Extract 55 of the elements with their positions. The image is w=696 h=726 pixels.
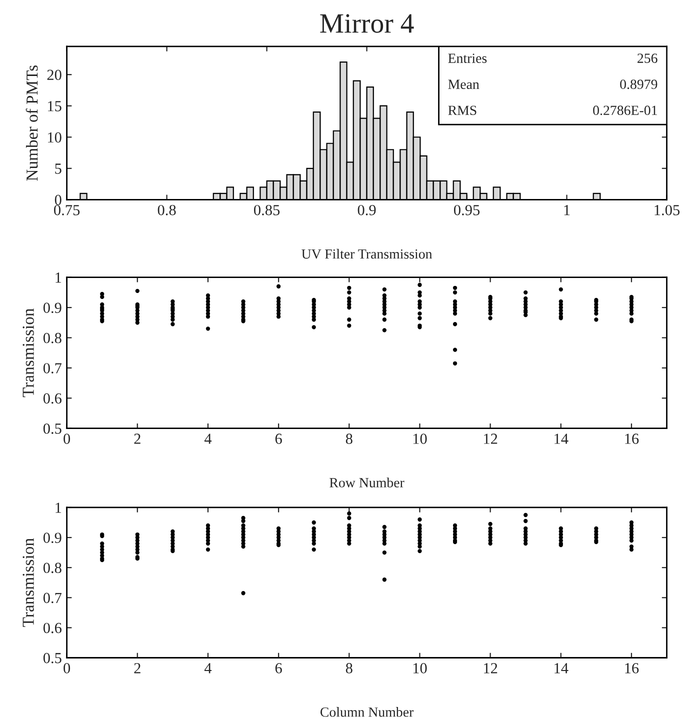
x-tick-label: 1 <box>564 205 570 216</box>
x-axis-title: Row Number <box>330 478 404 488</box>
y-tick-label: 5 <box>55 164 62 174</box>
x-tick-label: 12 <box>484 663 498 674</box>
y-tick-label: 0.5 <box>43 423 62 434</box>
y-tick-label: 0.9 <box>43 302 62 314</box>
y-tick-label: 15 <box>48 101 62 112</box>
x-tick-label: 0.8 <box>158 204 176 216</box>
x-tick-label: 8 <box>346 434 352 444</box>
x-tick-label: 0.75 <box>54 204 80 216</box>
y-axis-title: Transmission <box>22 308 34 398</box>
x-tick-label: 0.95 <box>454 204 480 216</box>
annotation: 0.2786E-01 <box>593 106 657 116</box>
annotation: Mean <box>448 80 480 90</box>
y-axis-title: Number of PMTs <box>26 65 38 181</box>
annotation: RMS <box>448 106 476 116</box>
y-tick-label: 0.8 <box>43 562 62 574</box>
x-tick-label: 6 <box>275 434 282 444</box>
x-tick-label: 12 <box>484 434 498 444</box>
x-axis-title: Column Number <box>320 707 414 717</box>
x-tick-label: 10 <box>413 663 427 674</box>
annotation: Entries <box>448 54 487 63</box>
annotation: 0.8979 <box>620 80 658 90</box>
chart-title: Mirror 4 <box>320 14 414 33</box>
x-tick-label: 14 <box>554 434 568 444</box>
y-tick-label: 20 <box>47 70 62 80</box>
x-tick-label: 2 <box>134 434 140 444</box>
x-tick-label: 16 <box>625 663 639 674</box>
y-tick-label: 0.6 <box>43 393 62 404</box>
x-tick-label: 10 <box>413 434 427 444</box>
x-tick-label: 16 <box>625 434 639 444</box>
y-tick-label: 0.9 <box>43 532 62 544</box>
x-tick-label: 4 <box>204 663 212 674</box>
x-tick-label: 0.85 <box>254 204 280 216</box>
x-tick-label: 0.9 <box>358 204 376 216</box>
x-tick-label: 6 <box>275 663 282 674</box>
y-axis-title: Transmission <box>22 538 34 627</box>
x-tick-label: 2 <box>134 663 140 674</box>
x-tick-label: 4 <box>204 434 212 444</box>
y-tick-label: 10 <box>48 132 62 143</box>
y-tick-label: 1 <box>56 272 62 283</box>
y-tick-label: 0 <box>54 194 62 206</box>
x-tick-label: 8 <box>346 663 352 674</box>
y-tick-label: 0.7 <box>43 363 62 374</box>
y-tick-label: 0.5 <box>43 652 62 664</box>
x-tick-label: 1.05 <box>654 204 680 216</box>
x-tick-label: 14 <box>554 663 568 674</box>
y-tick-label: 0.6 <box>43 622 62 634</box>
y-tick-label: 0.7 <box>43 592 62 604</box>
x-axis-title: UV Filter Transmission <box>302 248 432 259</box>
x-tick-label: 0 <box>64 434 70 444</box>
x-tick-label: 0 <box>64 663 70 674</box>
y-tick-label: 0.8 <box>43 332 62 344</box>
y-tick-label: 1 <box>56 502 62 513</box>
annotation: 256 <box>638 54 658 63</box>
